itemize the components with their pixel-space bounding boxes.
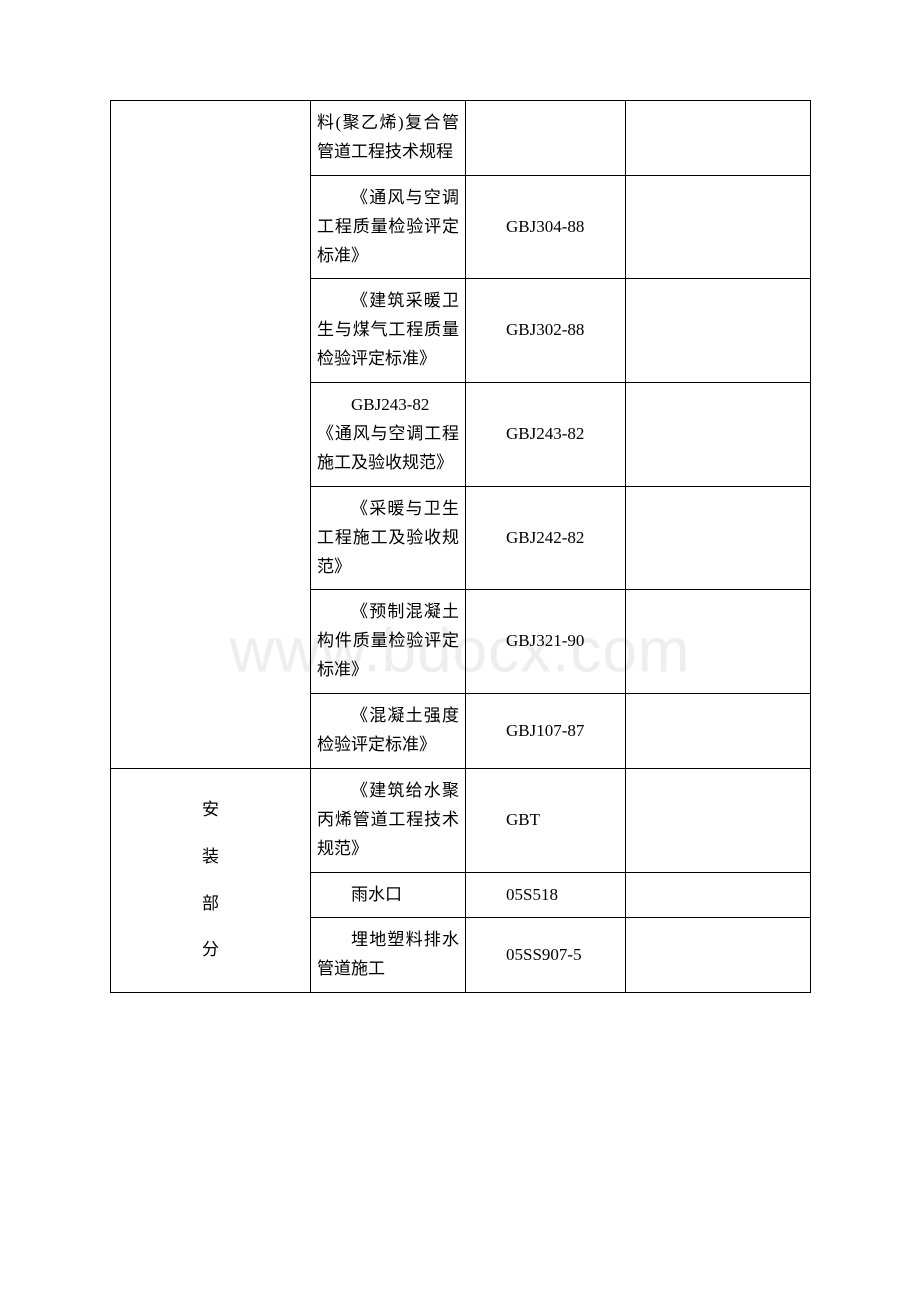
remark-cell (626, 486, 811, 590)
standard-code-cell: GBJ242-82 (466, 486, 626, 590)
remark-cell (626, 918, 811, 993)
remark-cell (626, 383, 811, 487)
table-row: 料(聚乙烯)复合管管道工程技术规程 (111, 101, 811, 176)
remark-cell (626, 101, 811, 176)
standard-code-cell: 05S518 (466, 872, 626, 918)
remark-cell (626, 279, 811, 383)
standard-code-cell: 05SS907-5 (466, 918, 626, 993)
standards-table: 料(聚乙烯)复合管管道工程技术规程 《通风与空调工程质量检验评定标准》 GBJ3… (110, 100, 811, 993)
standard-name-cell: 《建筑给水聚丙烯管道工程技术规范》 (311, 768, 466, 872)
remark-cell (626, 590, 811, 694)
standard-name-cell: 《建筑采暖卫生与煤气工程质量检验评定标准》 (311, 279, 466, 383)
standard-name-cell: 《通风与空调工程质量检验评定标准》 (311, 175, 466, 279)
standard-name-cell: 埋地塑料排水管道施工 (311, 918, 466, 993)
vertical-char: 分 (202, 936, 219, 965)
vertical-section-label: 安 装 部 分 (117, 796, 304, 966)
standard-name-cell: 《采暖与卫生工程施工及验收规范》 (311, 486, 466, 590)
remark-cell (626, 768, 811, 872)
table-row: 安 装 部 分 《建筑给水聚丙烯管道工程技术规范》 GBT (111, 768, 811, 872)
vertical-char: 安 (202, 796, 219, 825)
section-cell-empty (111, 101, 311, 769)
vertical-char: 装 (202, 843, 219, 872)
section-cell-install: 安 装 部 分 (111, 768, 311, 992)
remark-cell (626, 694, 811, 769)
vertical-char: 部 (202, 890, 219, 919)
remark-cell (626, 872, 811, 918)
standard-code-cell: GBJ243-82 (466, 383, 626, 487)
standard-code-cell: GBT (466, 768, 626, 872)
standard-name-cell: GBJ243-82《通风与空调工程施工及验收规范》 (311, 383, 466, 487)
standard-name-cell: 雨水口 (311, 872, 466, 918)
standard-code-cell: GBJ304-88 (466, 175, 626, 279)
standard-name-cell: 《混凝土强度检验评定标准》 (311, 694, 466, 769)
standard-code-cell (466, 101, 626, 176)
remark-cell (626, 175, 811, 279)
standard-name-cell: 《预制混凝土构件质量检验评定标准》 (311, 590, 466, 694)
standard-name-cell: 料(聚乙烯)复合管管道工程技术规程 (311, 101, 466, 176)
standard-code-cell: GBJ107-87 (466, 694, 626, 769)
standard-code-cell: GBJ321-90 (466, 590, 626, 694)
standard-code-cell: GBJ302-88 (466, 279, 626, 383)
